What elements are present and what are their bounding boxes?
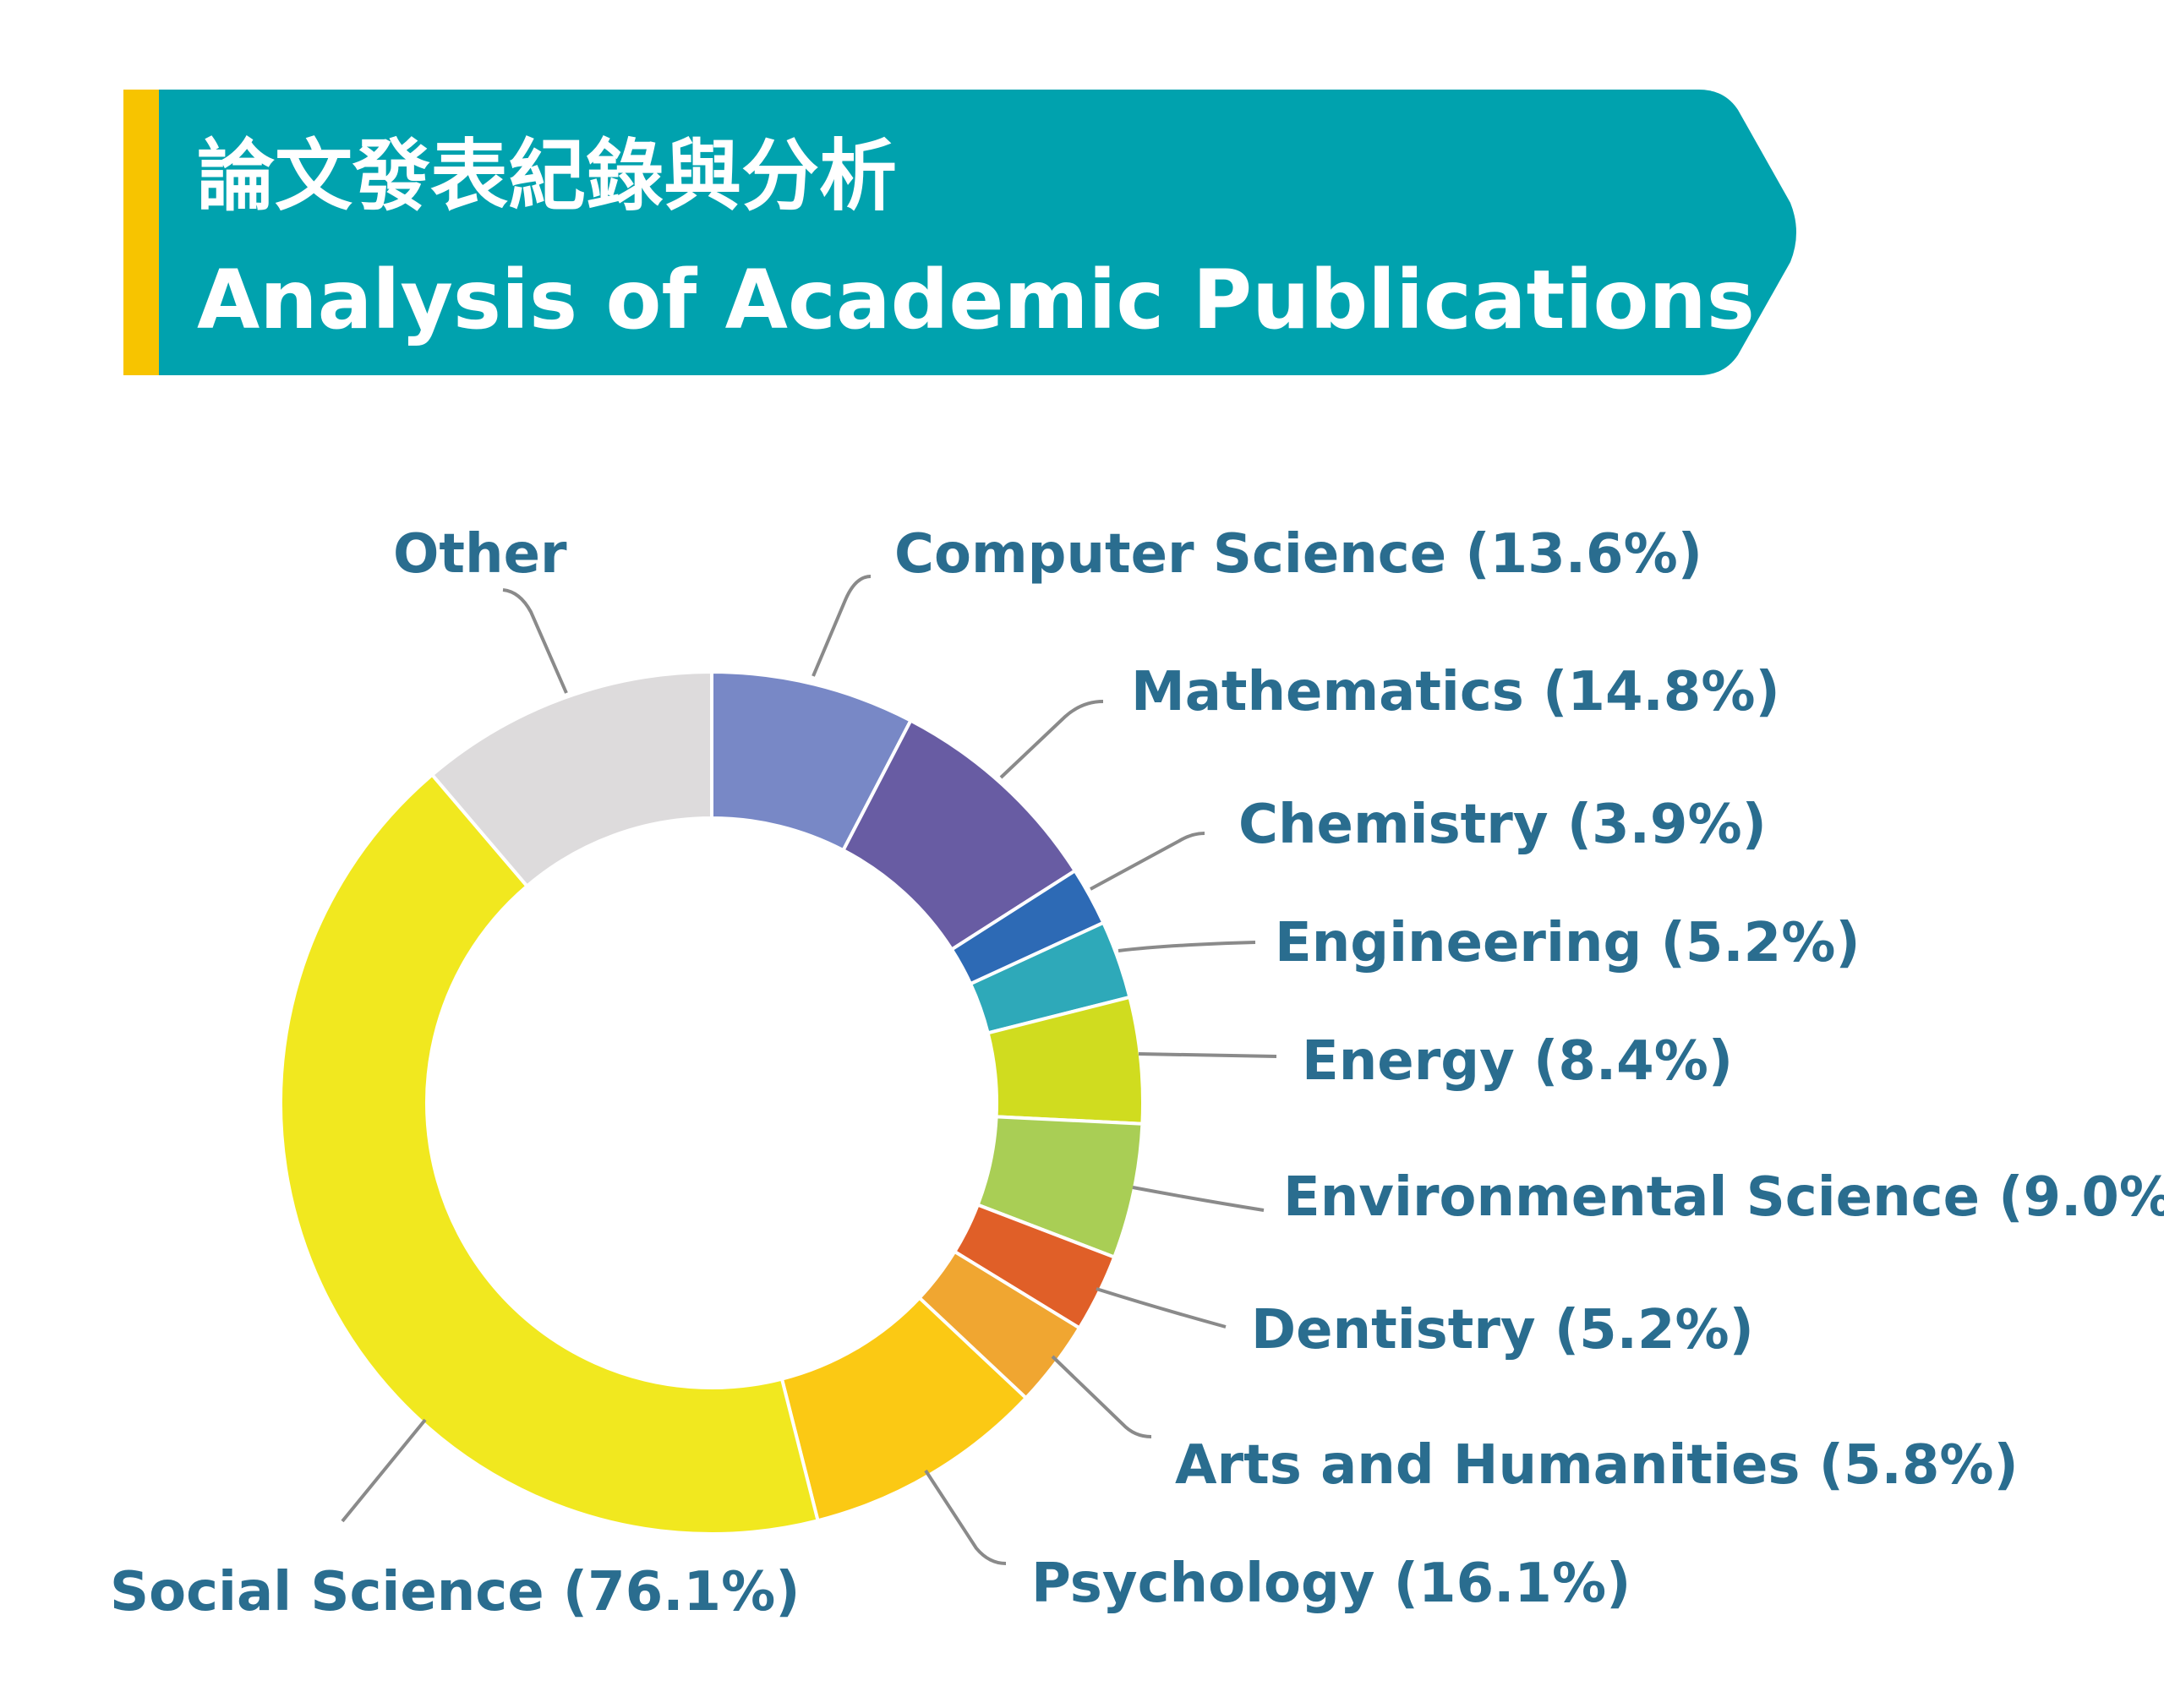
header-title-zh: 論文發表紀錄與分析 [197,131,897,221]
slice-labels: Computer Science (13.6%) Mathematics (14… [110,523,2164,1623]
leader-line-environmental-science [1132,1186,1265,1212]
leader-line-mathematics [999,700,1104,779]
label-other: Other [393,523,567,586]
leader-line-chemistry [1090,832,1205,891]
leader-line-energy [1138,1052,1277,1058]
banner-arrow-shape [159,90,1796,375]
label-social-science: Social Science (76.1%) [110,1561,800,1623]
label-chemistry: Chemistry (3.9%) [1238,794,1767,856]
donut-slices [279,669,1145,1536]
leader-line-social-science [341,1418,427,1523]
label-dentistry: Dentistry (5.2%) [1251,1299,1754,1361]
leader-lines [341,575,1277,1565]
leader-line-psychology [924,1469,1007,1565]
label-environmental-science: Environmental Science (9.0%) [1283,1166,2164,1229]
label-mathematics: Mathematics (14.8%) [1131,661,1780,723]
label-engineering: Engineering (5.2%) [1275,912,1861,974]
header-title-en: Analysis of Academic Publications [197,253,1755,347]
leader-line-engineering [1118,941,1256,952]
donut-chart: Computer Science (13.6%) Mathematics (14… [110,523,2164,1623]
label-arts-and-humanities: Arts and Humanities (5.8%) [1175,1434,2019,1497]
leader-line-arts-and-humanities [1051,1355,1152,1438]
label-psychology: Psychology (16.1%) [1031,1552,1631,1615]
label-computer-science: Computer Science (13.6%) [894,523,1702,586]
header-banner: 論文發表紀錄與分析 Analysis of Academic Publicati… [123,90,1796,375]
leader-line-dentistry [1096,1287,1227,1329]
leader-line-computer-science [812,575,872,677]
banner-accent-bar [123,90,159,375]
label-energy: Energy (8.4%) [1302,1030,1733,1093]
slice-social-science [279,772,820,1536]
leader-line-other [502,588,568,694]
slice-other [429,669,713,889]
